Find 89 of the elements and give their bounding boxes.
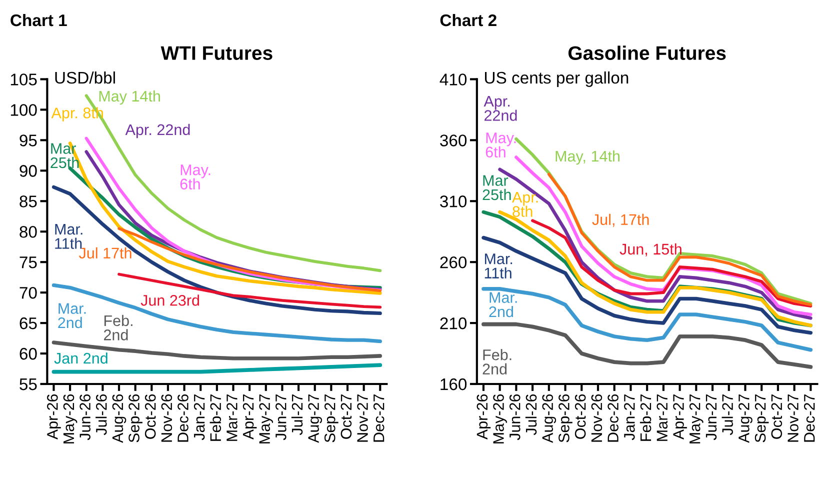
x-tick-label: Dec-27 [804,394,815,442]
x-tick-label: Apr-27 [673,394,687,440]
x-tick-label: Mar-27 [226,394,238,441]
y-tick-label: 90 [20,165,37,177]
x-tick-label: Sep-27 [324,394,338,442]
y-axis-title: USD/bbl [55,71,115,84]
x-tick-label: Sep-27 [754,394,769,442]
x-tick-label: Aug-26 [542,394,556,443]
text: May. 6th [180,164,210,190]
x-tick-label: Feb-27 [210,394,222,441]
x-tick-label: Jul-27 [722,394,733,436]
x-tick-label: Apr-26 [476,394,491,440]
x-tick-label: Feb-27 [640,394,652,441]
x-tick-label: May-27 [259,394,274,444]
x-tick-label: Mar-27 [656,394,668,441]
text: Apr. 22nd [125,124,190,138]
x-tick-label: Aug-27 [308,394,322,443]
series-label: May. 6th [486,132,516,158]
chart-title: Gasoline Futures [568,46,726,60]
x-tick-label: Nov-27 [357,394,368,442]
x-tick-label: Oct-26 [144,394,156,439]
series-label: May 14th [99,90,160,105]
x-tick-label: Dec-27 [373,394,384,442]
x-tick-label: Jul-27 [291,394,303,436]
x-tick-label: Oct-27 [340,394,352,439]
line-series [52,363,382,374]
y-axis-title: US cents per gallon [485,71,628,87]
x-tick-label: Jun-26 [509,394,520,440]
y-tick-label: 160 [440,378,467,390]
x-tick-label: Dec-26 [178,394,188,442]
series-label: May, 14th [556,150,620,165]
series-label: Jan 2nd [54,352,108,364]
series-label: Mar 25th [482,175,511,200]
y-tick-label: 360 [440,134,467,146]
y-tick-label: 55 [20,378,37,390]
y-tick-label: 75 [20,256,37,268]
y-tick-label: 100 [10,104,37,116]
y-tick-label: 260 [440,256,467,268]
x-tick-label: Jan-27 [194,394,205,440]
series-label: Apr. 8th [512,192,538,217]
y-tick-label: 65 [20,317,37,330]
series-label: Mar. 11th [484,254,512,278]
y-tick-label: 85 [20,196,37,208]
y-tick-label: 210 [440,317,467,330]
y-tick-label: 60 [20,348,37,360]
line-series [118,272,382,309]
caption: Chart 2 [440,14,496,26]
series-label: Jun 23rd [140,294,200,306]
series-label: Mar. 11th [55,224,82,249]
x-tick-label: Jun-27 [276,394,286,440]
x-tick-label: Apr-27 [242,394,257,440]
series-label: Feb. 2nd [482,349,512,374]
x-tick-label: Aug-27 [738,394,752,443]
x-tick-label: Jan-27 [624,394,635,440]
x-tick-label: May-26 [493,394,507,444]
x-tick-label: Dec-26 [608,394,618,442]
x-tick-label: Nov-27 [788,394,798,442]
x-tick-label: Oct-27 [771,394,782,439]
x-tick-label: Apr-26 [47,394,61,440]
series-label: Jun, 15th [620,243,682,256]
x-tick-label: May-26 [63,394,78,444]
y-tick-label: 410 [440,74,467,86]
y-tick-label: 70 [20,286,37,299]
series-label: Jul, 17th [592,214,649,227]
x-tick-label: Jul-26 [96,394,107,436]
series-label: Jul 17th [79,247,132,259]
x-tick-label: Nov-26 [591,394,602,442]
x-tick-label: Sep-26 [128,394,142,442]
line-series [52,283,382,344]
chart-title: WTI Futures [160,46,272,60]
x-tick-label: Nov-26 [161,394,172,442]
x-tick-label: Jun-26 [80,394,90,440]
x-tick-label: May-27 [689,394,704,444]
caption: Chart 1 [10,14,67,26]
series-label: Mar. 2nd [58,303,86,328]
series-label: Feb. 2nd [104,314,132,340]
series-label: Mar. 2nd [489,292,517,318]
y-tick-label: 105 [10,74,37,86]
x-tick-label: Aug-26 [112,394,126,443]
y-tick-label: 95 [20,134,37,146]
x-tick-label: Jul-26 [525,394,537,436]
line-series [547,172,812,306]
y-tick-label: 310 [440,196,467,208]
text: Apr. 22nd [484,96,517,121]
x-tick-label: Jun-27 [706,394,717,440]
x-tick-label: Sep-26 [558,394,572,442]
x-tick-label: Oct-26 [574,394,586,439]
line-series [482,236,813,335]
y-tick-label: 80 [20,226,37,238]
